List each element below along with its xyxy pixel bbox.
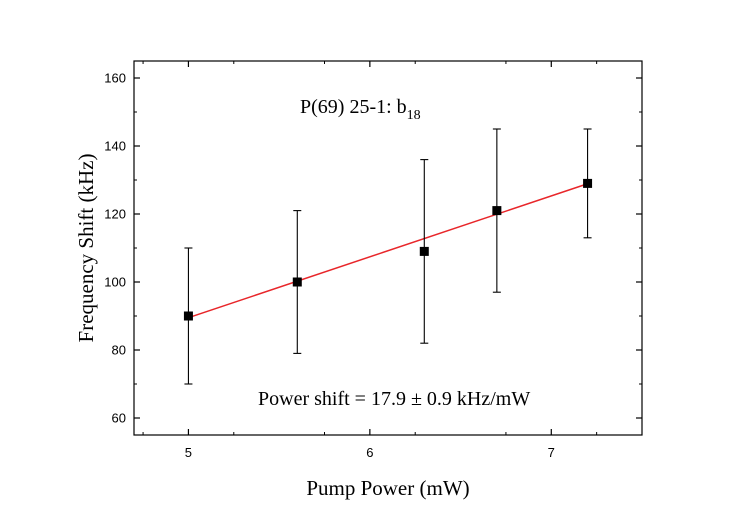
x-tick-label: 5	[185, 445, 192, 460]
data-point	[183, 311, 193, 321]
y-axis-title: Frequency Shift (kHz)	[74, 154, 98, 343]
series-label-subscript: 18	[407, 108, 421, 123]
y-tick-label: 140	[104, 139, 126, 154]
series-label: P(69) 25-1: b18	[300, 96, 421, 123]
power-shift-annotation: Power shift = 17.9 ± 0.9 kHz/mW	[258, 388, 530, 410]
data-point	[292, 277, 302, 287]
y-tick-label: 100	[104, 275, 126, 290]
data-point	[492, 206, 502, 216]
x-axis-title: Pump Power (mW)	[306, 476, 469, 500]
y-tick-label: 160	[104, 71, 126, 86]
fit-line	[188, 183, 588, 319]
x-tick-label: 6	[366, 445, 373, 460]
y-tick-label: 60	[112, 411, 126, 426]
data-series	[183, 128, 593, 385]
y-axis: 60 80 100 120 140 160	[104, 71, 642, 426]
series-label-main: P(69) 25-1: b	[300, 96, 407, 118]
y-tick-label: 80	[112, 343, 126, 358]
x-tick-label: 7	[548, 445, 555, 460]
data-point	[419, 246, 429, 256]
y-tick-label: 120	[104, 207, 126, 222]
data-point	[583, 178, 593, 188]
x-axis: 5 6 7	[142, 61, 598, 460]
